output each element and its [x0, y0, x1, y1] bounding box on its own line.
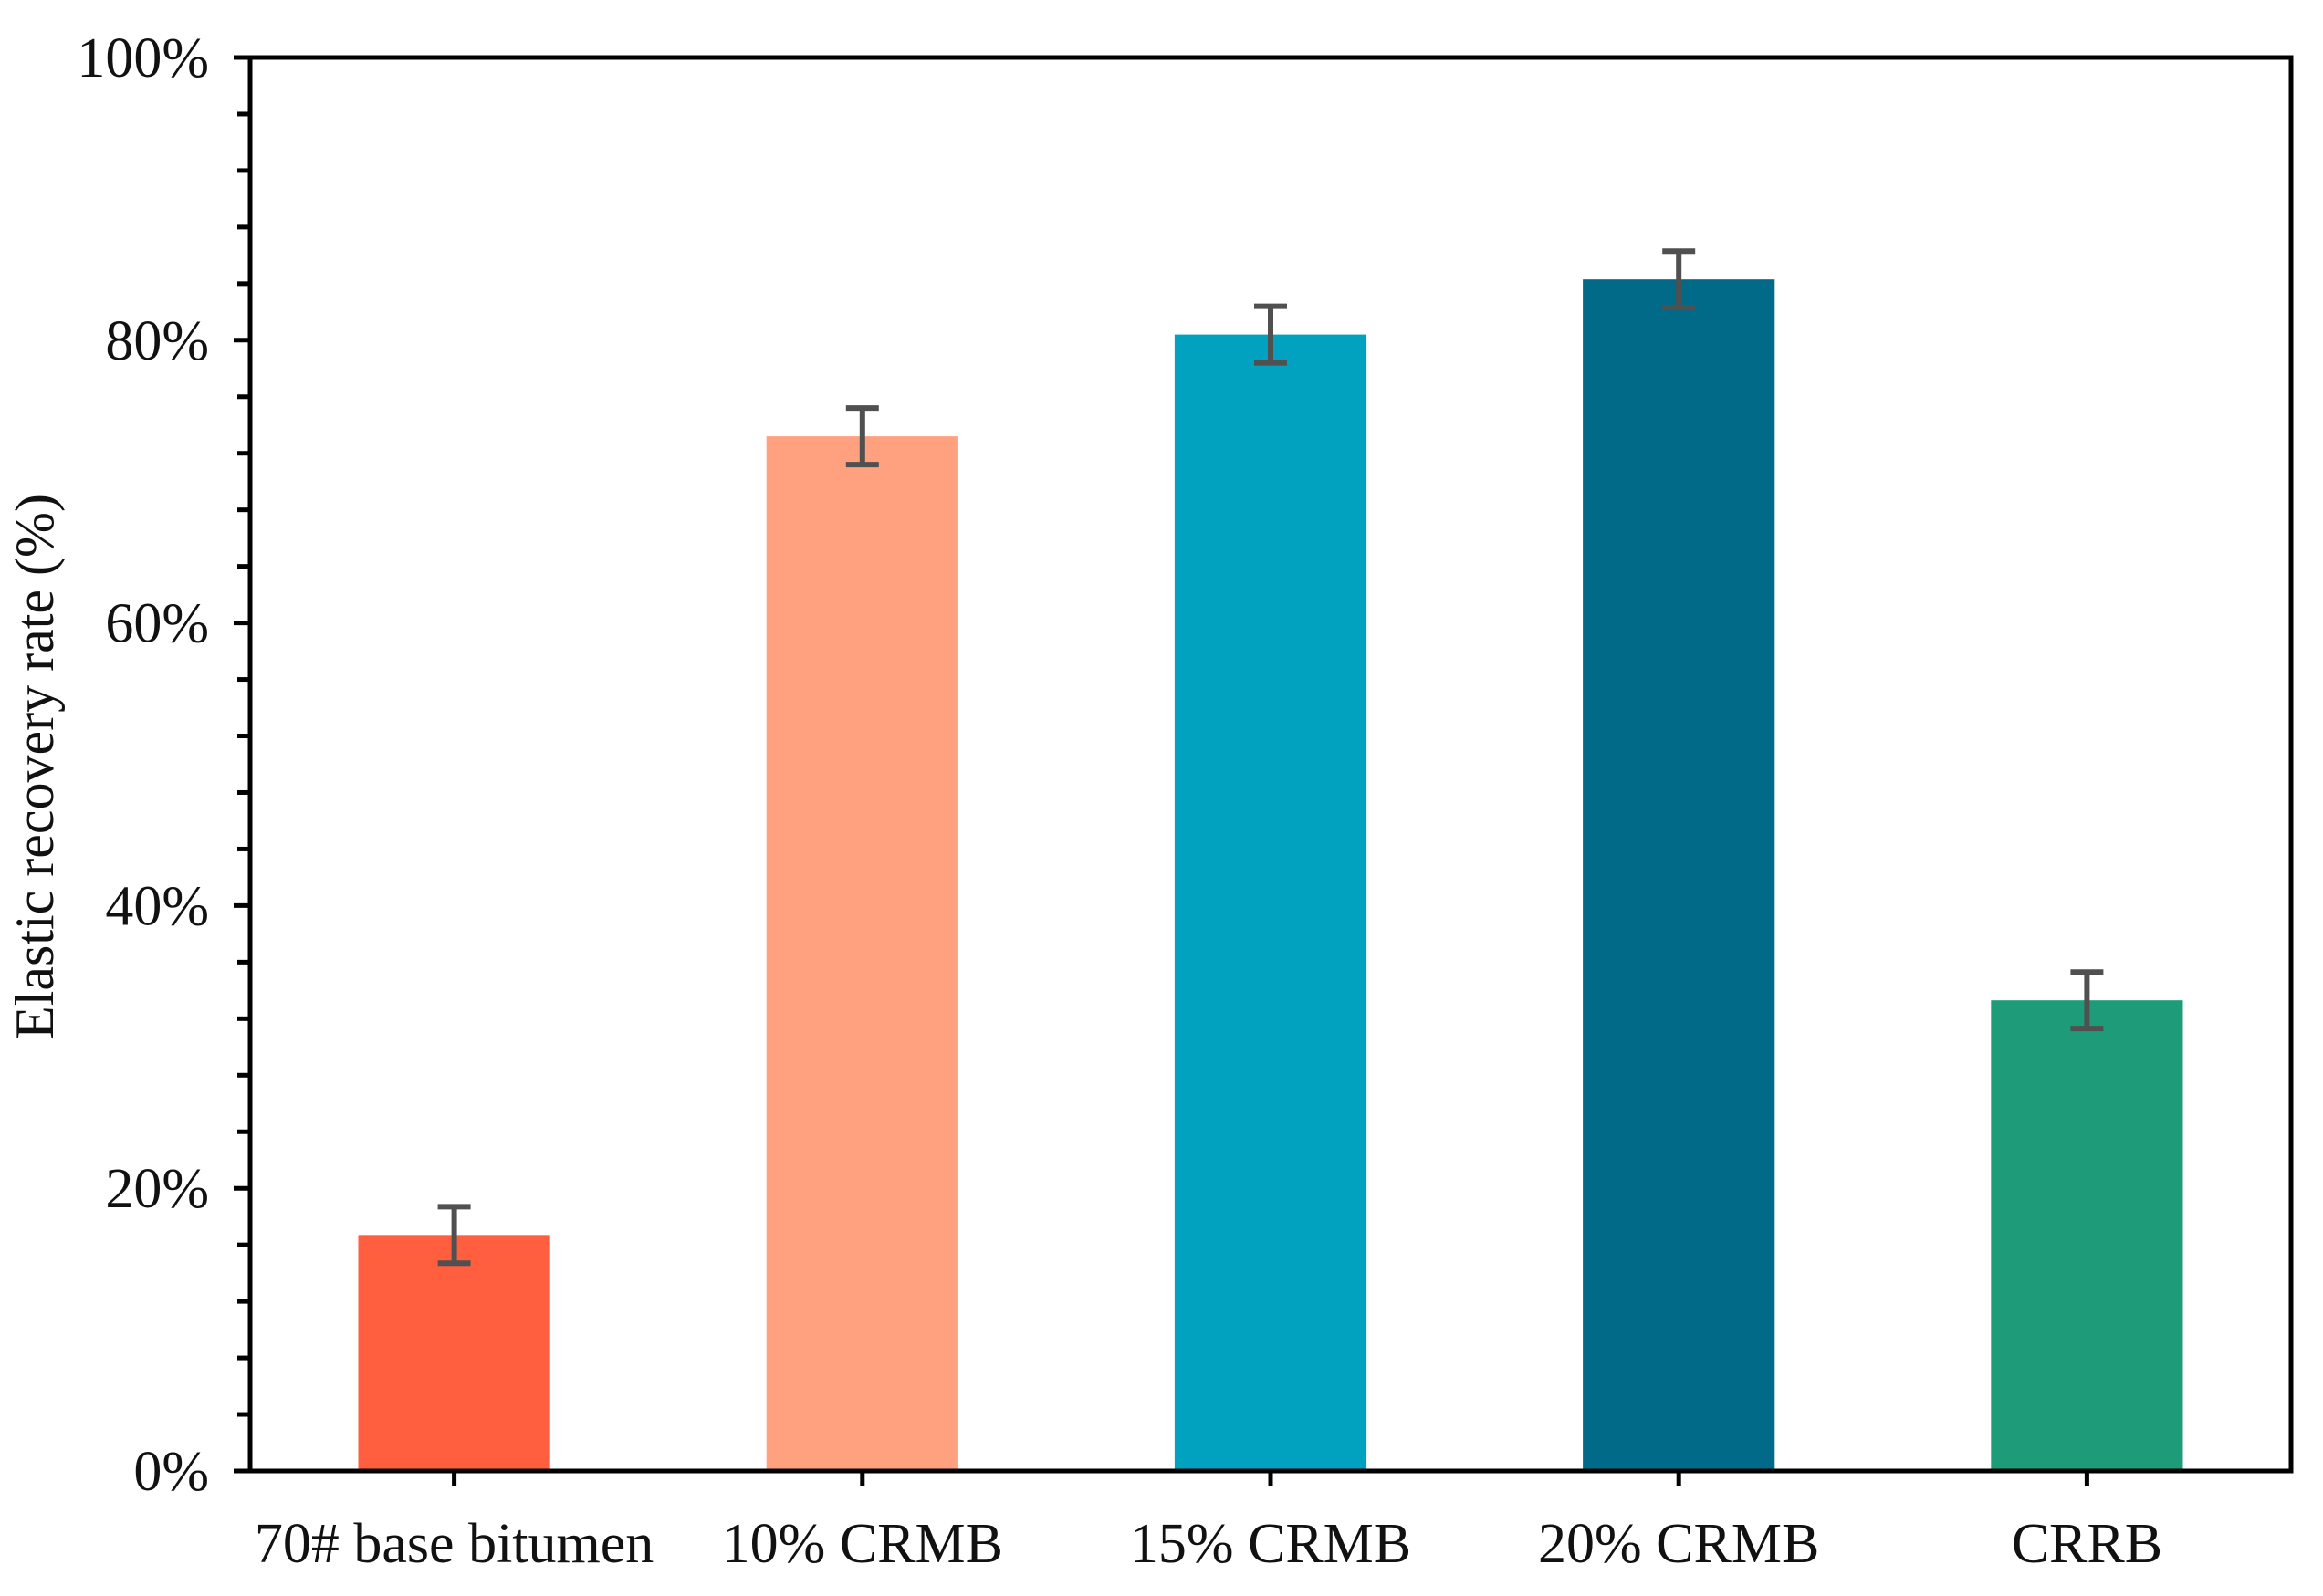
axes: [234, 55, 2294, 1486]
error-bars-layer: [437, 248, 2104, 1267]
y-tick-label: 0%: [133, 1441, 209, 1503]
x-tick-label: 10% CRMB: [722, 1513, 1003, 1575]
bar-1: [358, 1235, 550, 1471]
x-tick-label: CRRB: [2012, 1513, 2162, 1575]
x-tick-label: 15% CRMB: [1130, 1513, 1411, 1575]
bars-layer: [358, 279, 2183, 1472]
error-bar-1: [437, 1204, 471, 1267]
bar-5: [1991, 1000, 2183, 1471]
error-bar-3: [1254, 303, 1287, 366]
error-bar-5: [2070, 969, 2104, 1032]
plot-frame: [247, 55, 2294, 1474]
error-bar-4: [1662, 248, 1696, 311]
tick-labels: 70# base bitumen 10% CRMB 15% CRMB 20% CRMB…: [77, 27, 2162, 1575]
x-tick-label: 70# base bitumen: [255, 1513, 654, 1575]
y-axis-title: Elastic recovery rate (%): [5, 494, 65, 1039]
y-tick-label: 60%: [105, 593, 209, 655]
bar-3: [1174, 334, 1367, 1471]
y-tick-label: 80%: [105, 310, 209, 372]
bar-4: [1583, 279, 1775, 1471]
y-tick-label: 20%: [105, 1158, 209, 1220]
y-tick-label: 100%: [77, 27, 209, 89]
bar-2: [766, 436, 958, 1472]
error-bar-2: [845, 405, 879, 468]
x-tick-label: 20% CRMB: [1538, 1513, 1819, 1575]
y-tick-label: 40%: [105, 875, 209, 937]
